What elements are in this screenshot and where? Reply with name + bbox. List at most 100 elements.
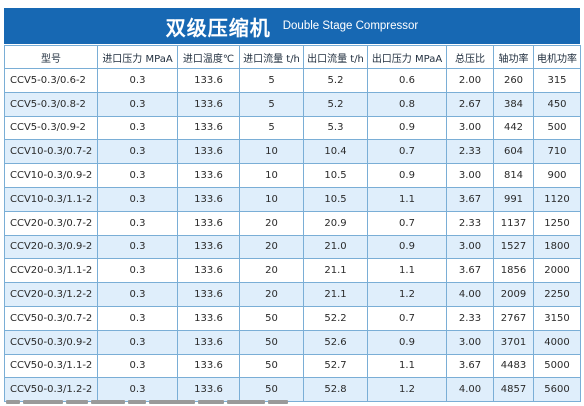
cell-model: CCV50-0.3/1.1-2 (4, 353, 98, 379)
cell-inlet-temperature: 133.6 (177, 377, 240, 403)
cell-pressure-ratio: 2.33 (446, 305, 494, 331)
cell-inlet-temperature: 133.6 (177, 353, 240, 379)
page-subtitle: Double Stage Compressor (282, 20, 419, 32)
cell-inlet-temperature: 133.6 (177, 329, 240, 355)
cell-pressure-ratio: 3.00 (446, 163, 494, 188)
table-row: CCV20-0.3/1.2-2 0.3 133.6 20 21.1 1.2 4.00 2009… (4, 282, 581, 307)
cell-motor-power: 3150 (533, 305, 581, 331)
footnote-text-blurred (6, 400, 336, 404)
cell-motor-power: 710 (533, 139, 581, 165)
cell-inlet-flow: 5 (239, 68, 304, 93)
cell-outlet-flow: 21.1 (303, 258, 368, 284)
table-row: CCV20-0.3/0.7-2 0.3 133.6 20 20.9 0.7 2.33 1137… (4, 210, 581, 236)
cell-pressure-ratio: 2.00 (446, 68, 494, 93)
cell-model: CCV50-0.3/0.9-2 (4, 329, 98, 355)
cell-shaft-power: 3701 (493, 329, 534, 355)
cell-outlet-pressure: 0.8 (367, 91, 447, 117)
table-row: CCV50-0.3/1.2-2 0.3 133.6 50 52.8 1.2 4.00 4857… (4, 377, 581, 403)
table-row: CCV20-0.3/0.9-2 0.3 133.6 20 21.0 0.9 3.00 1527… (4, 234, 581, 260)
cell-outlet-pressure: 1.1 (367, 258, 447, 284)
cell-motor-power: 2000 (533, 258, 581, 284)
cell-inlet-temperature: 133.6 (177, 163, 240, 188)
cell-outlet-pressure: 0.7 (367, 210, 447, 236)
cell-inlet-flow: 5 (239, 115, 304, 141)
table-row: CCV10-0.3/0.7-2 0.3 133.6 10 10.4 0.7 2.33 604 7… (4, 139, 581, 165)
cell-inlet-pressure: 0.3 (97, 353, 178, 379)
cell-inlet-pressure: 0.3 (97, 91, 178, 117)
table-row: CCV10-0.3/0.9-2 0.3 133.6 10 10.5 0.9 3.00 814 9… (4, 163, 581, 188)
cell-outlet-flow: 52.2 (303, 305, 368, 331)
cell-outlet-flow: 52.6 (303, 329, 368, 355)
cell-shaft-power: 260 (493, 68, 534, 93)
table-row: CCV20-0.3/1.1-2 0.3 133.6 20 21.1 1.1 3.67 1856… (4, 258, 581, 284)
table-row: CCV5-0.3/0.6-2 0.3 133.6 5 5.2 0.6 2.00 260 315 (4, 68, 581, 93)
cell-outlet-pressure: 0.7 (367, 305, 447, 331)
cell-shaft-power: 2009 (493, 282, 534, 307)
table-body: CCV5-0.3/0.6-2 0.3 133.6 5 5.2 0.6 2.00 260 315 C… (4, 68, 581, 403)
column-header-model: 型号 (4, 45, 98, 69)
cell-pressure-ratio: 2.33 (446, 139, 494, 165)
cell-inlet-pressure: 0.3 (97, 329, 178, 355)
cell-motor-power: 5600 (533, 377, 581, 403)
cell-inlet-flow: 50 (239, 377, 304, 403)
table-header-row: 型号 进口压力 MPaA 进口温度℃ 进口流量 t/h 出口流量 t/h 出口压… (4, 45, 581, 69)
cell-motor-power: 2250 (533, 282, 581, 307)
cell-inlet-flow: 20 (239, 210, 304, 236)
cell-outlet-pressure: 0.6 (367, 68, 447, 93)
cell-shaft-power: 4483 (493, 353, 534, 379)
column-header-shaft-power: 轴功率 (493, 45, 534, 69)
cell-inlet-pressure: 0.3 (97, 115, 178, 141)
cell-outlet-pressure: 1.2 (367, 282, 447, 307)
cell-inlet-pressure: 0.3 (97, 234, 178, 260)
cell-inlet-flow: 50 (239, 329, 304, 355)
cell-outlet-flow: 5.3 (303, 115, 368, 141)
cell-model: CCV10-0.3/1.1-2 (4, 186, 98, 212)
cell-outlet-pressure: 0.7 (367, 139, 447, 165)
cell-model: CCV10-0.3/0.9-2 (4, 163, 98, 188)
cell-outlet-pressure: 1.2 (367, 377, 447, 403)
cell-inlet-flow: 50 (239, 305, 304, 331)
cell-inlet-temperature: 133.6 (177, 115, 240, 141)
cell-pressure-ratio: 3.00 (446, 234, 494, 260)
cell-inlet-temperature: 133.6 (177, 91, 240, 117)
cell-motor-power: 5000 (533, 353, 581, 379)
cell-pressure-ratio: 4.00 (446, 377, 494, 403)
cell-pressure-ratio: 4.00 (446, 282, 494, 307)
cell-inlet-flow: 50 (239, 353, 304, 379)
column-header-inlet-pressure: 进口压力 MPaA (97, 45, 178, 69)
cell-pressure-ratio: 3.00 (446, 115, 494, 141)
cell-outlet-pressure: 1.1 (367, 186, 447, 212)
cell-motor-power: 315 (533, 68, 581, 93)
cell-outlet-flow: 20.9 (303, 210, 368, 236)
cell-model: CCV20-0.3/0.9-2 (4, 234, 98, 260)
cell-model: CCV20-0.3/1.1-2 (4, 258, 98, 284)
cell-inlet-flow: 10 (239, 139, 304, 165)
cell-motor-power: 1250 (533, 210, 581, 236)
cell-model: CCV50-0.3/0.7-2 (4, 305, 98, 331)
cell-motor-power: 1120 (533, 186, 581, 212)
cell-pressure-ratio: 2.33 (446, 210, 494, 236)
cell-inlet-pressure: 0.3 (97, 282, 178, 307)
cell-outlet-pressure: 1.1 (367, 353, 447, 379)
cell-outlet-pressure: 0.9 (367, 163, 447, 188)
column-header-motor-power: 电机功率 (533, 45, 581, 69)
cell-model: CCV50-0.3/1.2-2 (4, 377, 98, 403)
cell-shaft-power: 4857 (493, 377, 534, 403)
title-bar: 双级压缩机 Double Stage Compressor (4, 8, 580, 44)
cell-inlet-temperature: 133.6 (177, 139, 240, 165)
cell-outlet-flow: 21.1 (303, 282, 368, 307)
cell-outlet-pressure: 0.9 (367, 115, 447, 141)
table-row: CCV50-0.3/0.9-2 0.3 133.6 50 52.6 0.9 3.00 3701… (4, 329, 581, 355)
cell-inlet-pressure: 0.3 (97, 305, 178, 331)
table-row: CCV5-0.3/0.8-2 0.3 133.6 5 5.2 0.8 2.67 384 450 (4, 91, 581, 117)
cell-outlet-pressure: 0.9 (367, 234, 447, 260)
cell-inlet-flow: 20 (239, 234, 304, 260)
cell-model: CCV5-0.3/0.8-2 (4, 91, 98, 117)
column-header-inlet-temperature: 进口温度℃ (177, 45, 240, 69)
cell-inlet-pressure: 0.3 (97, 258, 178, 284)
cell-outlet-flow: 52.8 (303, 377, 368, 403)
cell-pressure-ratio: 3.00 (446, 329, 494, 355)
cell-model: CCV20-0.3/0.7-2 (4, 210, 98, 236)
cell-outlet-flow: 21.0 (303, 234, 368, 260)
table-row: CCV50-0.3/1.1-2 0.3 133.6 50 52.7 1.1 3.67 4483… (4, 353, 581, 379)
